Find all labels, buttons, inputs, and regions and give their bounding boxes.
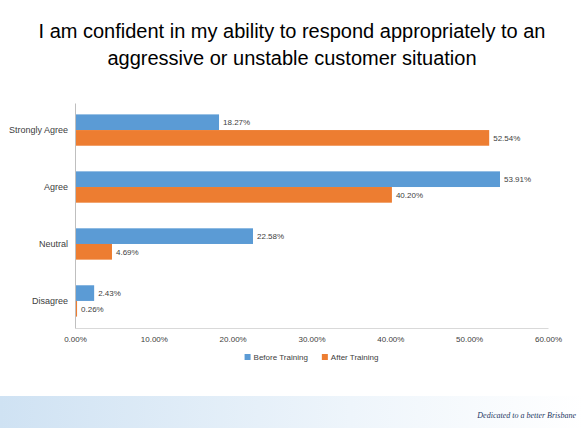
footer-band: [0, 396, 584, 428]
bar: [75, 130, 489, 146]
annotation: Dedicated to a better Brisbane: [476, 411, 576, 420]
legend-label: Before Training: [254, 353, 308, 362]
data-labels: 18.27% 53.91% 22.58% 2.43% 52.54% 40.20% 4.69%…: [81, 118, 531, 314]
legend-swatch: [322, 354, 328, 360]
data-label: 0.26%: [81, 305, 104, 314]
data-label: 40.20%: [396, 191, 423, 200]
data-label: 22.58%: [257, 232, 284, 241]
data-label: 53.91%: [504, 175, 531, 184]
data-label: 2.43%: [98, 289, 121, 298]
x-tick-label: 10.00%: [141, 335, 168, 344]
bar: [75, 187, 392, 203]
data-label: 52.54%: [493, 134, 520, 143]
y-tick: Strongly Agree: [9, 125, 68, 135]
legend: Before Training After Training: [245, 353, 379, 362]
data-label: 18.27%: [223, 118, 250, 127]
y-tick-label: Strongly Agree: [9, 125, 68, 135]
x-tick: 60.00%: [535, 328, 562, 344]
bar: [75, 114, 219, 130]
title: I am confident in my ability to respond …: [39, 20, 546, 69]
y-axis-line: [75, 104, 76, 329]
x-tick: 0.00%: [64, 328, 87, 344]
bar: [75, 244, 112, 260]
y-tick: Agree: [44, 182, 68, 192]
x-tick-label: 20.00%: [220, 335, 247, 344]
x-tick-label: 60.00%: [535, 335, 562, 344]
x-tick-label: 30.00%: [298, 335, 325, 344]
bar: [75, 171, 500, 187]
x-tick: 30.00%: [298, 328, 325, 344]
x-tick-label: 40.00%: [377, 335, 404, 344]
x-axis: 0.00% 10.00% 20.00% 30.00% 40.00% 50.00% 60.00…: [64, 328, 562, 344]
x-tick: 10.00%: [141, 328, 168, 344]
x-tick-label: 50.00%: [456, 335, 483, 344]
legend-label: After Training: [331, 353, 379, 362]
x-tick-label: 0.00%: [64, 335, 87, 344]
x-axis-line: [76, 328, 549, 329]
bar: [75, 285, 94, 301]
x-tick: 20.00%: [220, 328, 247, 344]
y-tick-label: Agree: [44, 182, 68, 192]
chart: I am confident in my ability to respond …: [0, 0, 584, 428]
y-axis: Strongly Agree Agree Neutral Disagree: [9, 104, 76, 329]
legend-item: Before Training: [245, 353, 308, 362]
y-tick: Disagree: [32, 296, 68, 306]
legend-item: After Training: [322, 353, 379, 362]
y-tick-label: Neutral: [39, 239, 68, 249]
legend-swatch: [245, 354, 251, 360]
x-tick: 50.00%: [456, 328, 483, 344]
x-tick: 40.00%: [377, 328, 404, 344]
data-label: 4.69%: [116, 248, 139, 257]
bars: [75, 114, 500, 316]
bar: [75, 228, 253, 244]
y-tick: Neutral: [39, 239, 68, 249]
y-tick-label: Disagree: [32, 296, 68, 306]
